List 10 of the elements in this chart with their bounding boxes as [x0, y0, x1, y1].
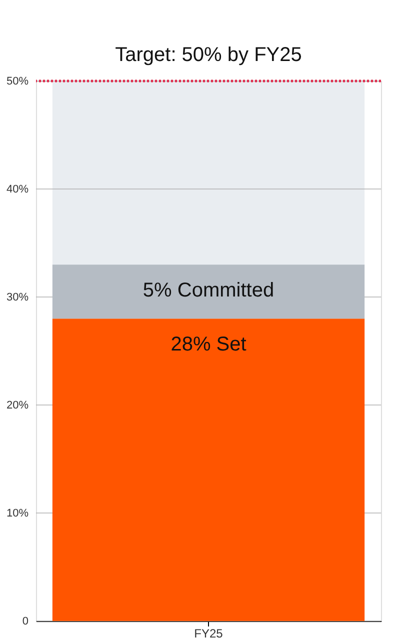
- y-tick-label: 10%: [6, 508, 29, 520]
- y-tick-label: 20%: [6, 400, 29, 412]
- y-tick-label: 50%: [6, 76, 29, 88]
- y-tick-label: 30%: [6, 292, 29, 304]
- data-label: 5% Committed: [142, 280, 274, 302]
- data-label: 28% Set: [170, 334, 247, 356]
- y-tick-label: 0: [22, 616, 28, 628]
- ref-line-label: Target: 50% by FY25: [115, 44, 302, 66]
- x-tick-label: FY25: [194, 626, 224, 639]
- y-tick-label: 40%: [6, 184, 29, 196]
